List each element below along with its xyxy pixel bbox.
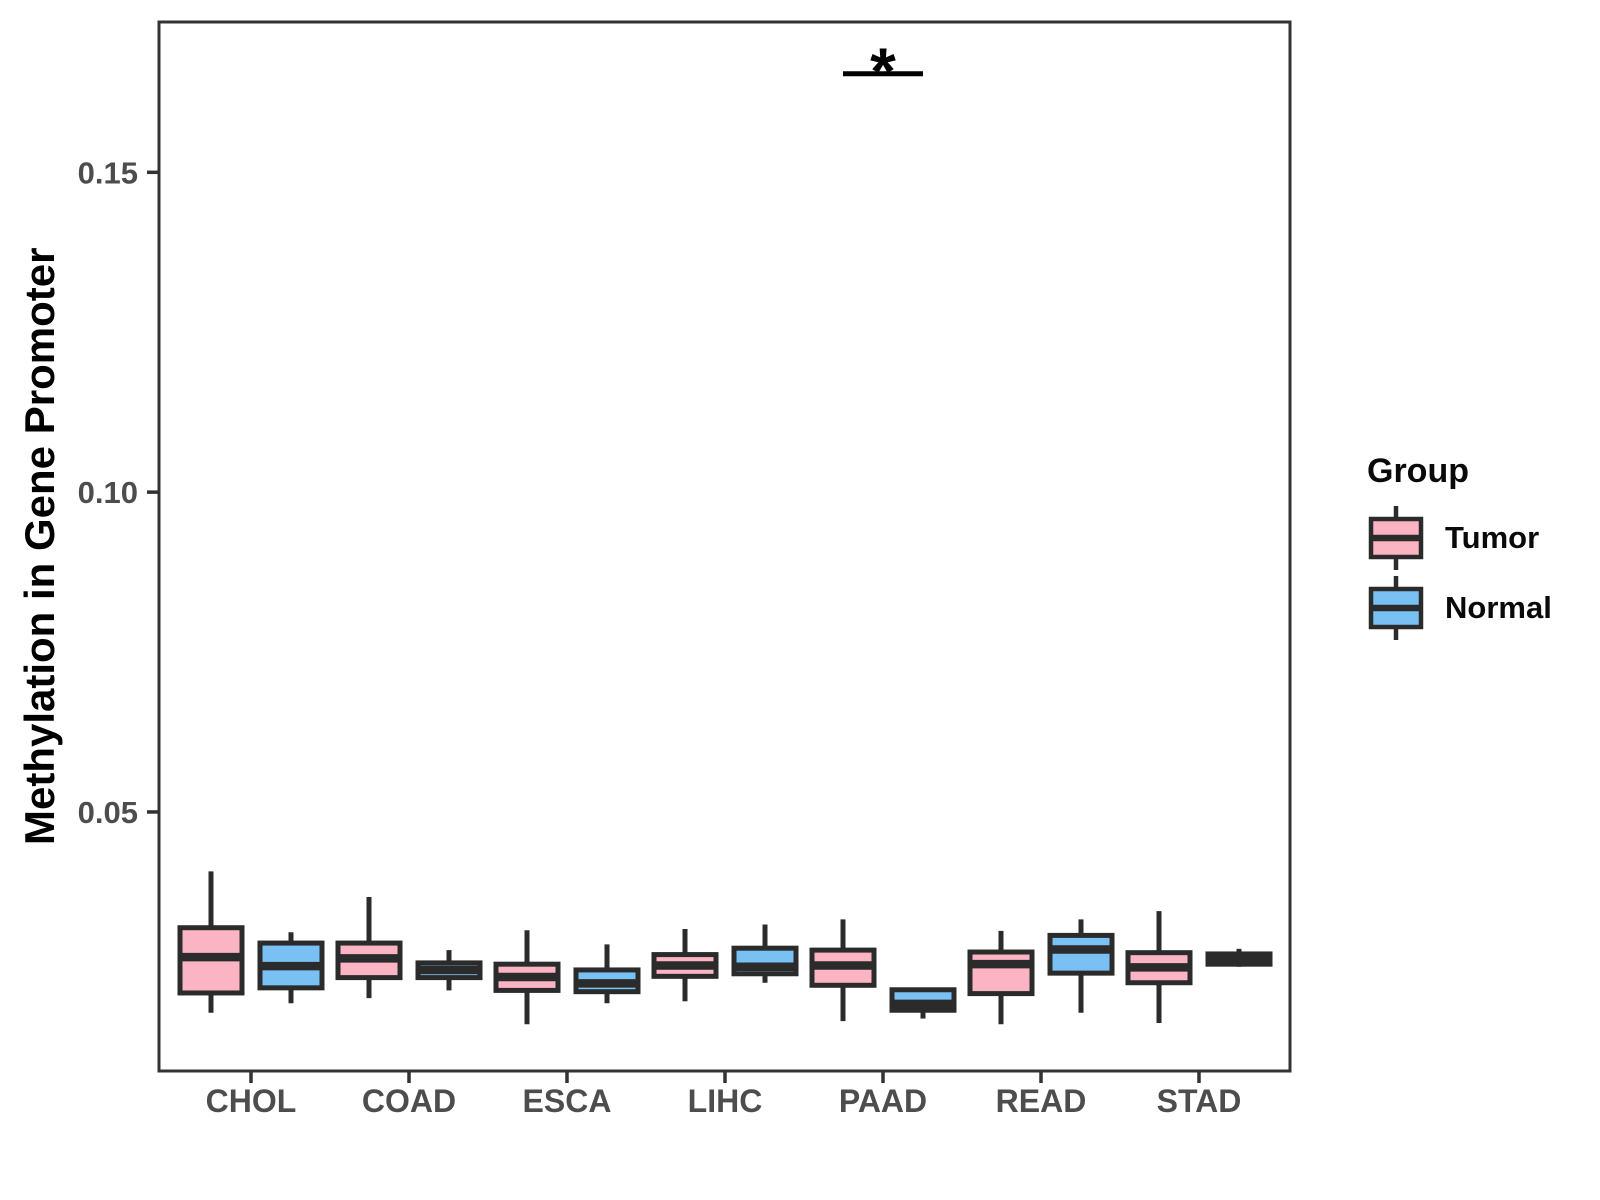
x-tick-label-coad: COAD [362,1083,456,1119]
legend-entry-tumor: Tumor [1367,503,1552,573]
normal-boxplot-swatch-icon [1368,576,1424,640]
y-tick-label-0.10: 0.10 [78,475,138,510]
panel-border [157,20,1292,1073]
y-tick-label-0.15: 0.15 [78,155,138,190]
box-normal-read [1047,932,1115,976]
legend-label-tumor: Tumor [1445,520,1540,555]
significance-star-paad: * [870,34,896,108]
x-tick-label-lihc: LIHC [688,1083,763,1119]
x-tick-label-read: READ [996,1083,1087,1119]
legend: Group Tumor Normal [1367,452,1552,643]
legend-entry-normal: Normal [1367,573,1552,643]
box-tumor-read [967,949,1035,997]
legend-label-normal: Normal [1445,590,1552,625]
x-tick-label-paad: PAAD [839,1083,927,1119]
y-tick-label-0.05: 0.05 [78,795,138,830]
tumor-boxplot-swatch-icon [1368,506,1424,570]
legend-title: Group [1367,452,1469,490]
x-tick-label-stad: STAD [1157,1083,1242,1119]
x-tick-label-chol: CHOL [206,1083,297,1119]
y-axis-title: Methylation in Gene Promoter [16,247,63,846]
x-tick-label-esca: ESCA [523,1083,612,1119]
